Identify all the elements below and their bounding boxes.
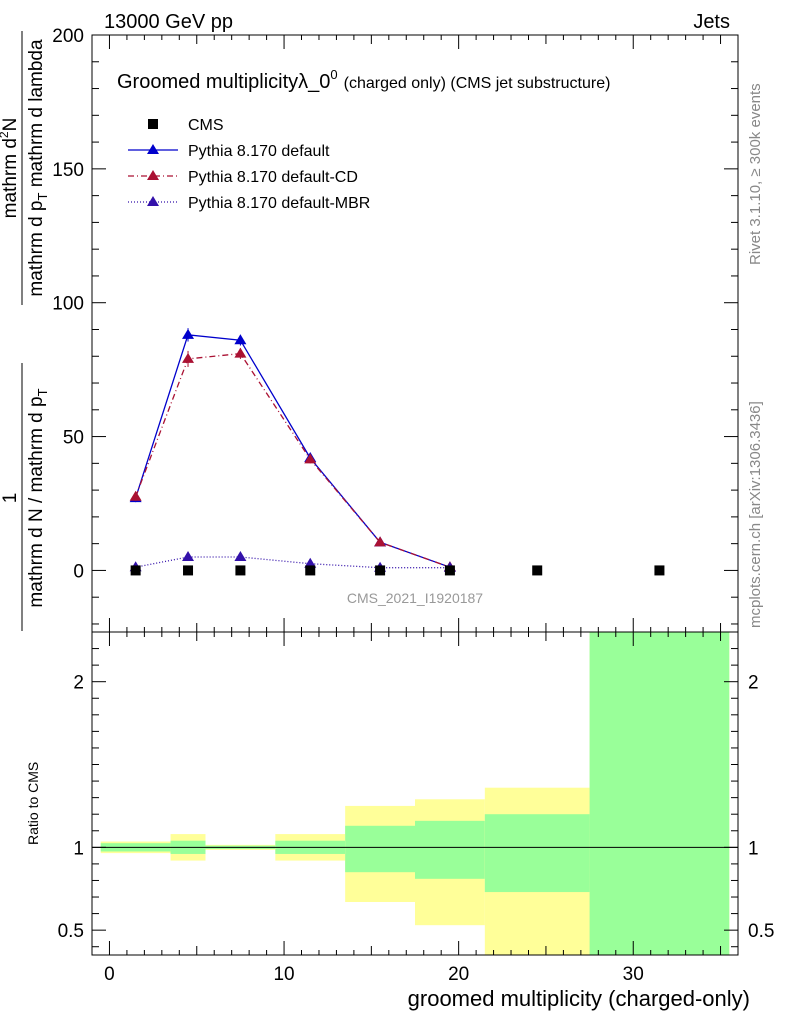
ylabel-denominator-main: mathrm d p [26,200,47,296]
ylabel-numerator-end: N [0,118,21,132]
y-tick-label: 100 [52,294,84,315]
ylabel-numerator-main: mathrm d [0,138,21,218]
data-point [235,565,246,576]
ratio-band-inner [484,814,590,893]
data-point [304,557,317,568]
y-tick-label-left: 1 [73,838,84,859]
ylabel-prefix-num: 1 [0,493,21,504]
data-point [374,536,387,547]
ratio-band-inner [415,820,485,879]
x-tick-label: 10 [273,964,294,985]
ylabel-denominator: mathrm d pT mathrm d lambda [26,39,50,297]
ylabel-prefix-den: mathrm d N / mathrm d pT [26,388,50,607]
data-point [532,565,543,576]
legend-marker-default [147,144,159,154]
main-x-ticks [108,35,722,632]
legend-marker-default-mbr [147,196,159,206]
legend: CMS Pythia 8.170 default Pythia 8.170 de… [128,117,370,212]
x-axis-title: groomed multiplicity (charged-only) [408,986,750,1011]
rivet-label: Rivet 3.1.10, ≥ 300k events [747,83,764,265]
series-default-mbr [129,551,456,572]
ratio-bands [100,632,730,955]
ratio-x-ticks: 0 10 20 30 [104,632,722,985]
x-tick-label: 20 [448,964,469,985]
main-y-ticks: 0 50 100 150 200 [52,26,738,625]
legend-marker-default-cd [147,170,159,180]
legend-label-cms: CMS [188,117,224,134]
y-tick-label-right: 2 [748,673,759,694]
legend-label-default-mbr: Pythia 8.170 default-MBR [188,195,370,212]
series-line [134,352,451,568]
legend-entry-default: Pythia 8.170 default [128,143,330,160]
series-cms [130,565,665,576]
ratio-y-axis-title: Ratio to CMS [25,762,41,845]
y-tick-label: 200 [52,26,84,47]
data-point [444,565,455,576]
data-point [183,565,194,576]
ratio-panel: 0.5 0.5 1 1 2 2 0 10 20 30 Ratio to CMS groomed … [25,631,774,1011]
ylabel-denominator-end: mathrm d lambda [26,39,47,193]
main-panel: 0 50 100 150 200 CMS_2021_I1920187 Groomed m… [0,26,739,633]
data-point [654,565,665,576]
series-line [135,556,450,569]
ylabel-prefix-den-main: mathrm d N / mathrm d p [26,396,47,607]
y-tick-label: 0 [73,561,84,582]
y-tick-label-right: 0.5 [748,921,774,942]
ratio-y-ticks: 0.5 0.5 1 1 2 2 [58,648,774,948]
data-point [130,565,141,576]
y-tick-label: 150 [52,160,84,181]
y-tick-label-left: 0.5 [58,921,84,942]
ratio-band-inner [345,825,415,873]
data-point [234,551,247,562]
data-point [304,453,317,464]
title-sub: (charged only) (CMS jet substructure) [344,75,611,92]
legend-entry-cms: CMS [148,117,224,134]
ylabel-denominator-sub: T [35,192,50,200]
series-default-cd [129,347,456,572]
data-point [305,565,316,576]
legend-entry-default-mbr: Pythia 8.170 default-MBR [128,195,370,212]
data-point [375,565,386,576]
ylabel-numerator-sup: 2 [0,131,11,138]
legend-label-default: Pythia 8.170 default [188,143,330,160]
ylabel-prefix-den-sub: T [35,388,50,396]
data-point [182,328,195,339]
x-tick-label: 30 [623,964,644,985]
ratio-band-inner [589,632,730,955]
main-y-axis-title: 1 mathrm d N / mathrm d pT mathrm d2N ma… [0,31,50,631]
main-title: Groomed multiplicityλ_00 (charged only) (… [117,67,610,93]
y-tick-label-right: 1 [748,838,759,859]
process-label: Jets [693,11,730,33]
x-tick-label: 0 [104,964,115,985]
watermark-label: CMS_2021_I1920187 [347,590,483,606]
data-point [182,551,195,562]
data-point [129,490,142,501]
legend-entry-default-cd: Pythia 8.170 default-CD [128,169,358,186]
ylabel-numerator: mathrm d2N [0,118,21,219]
y-tick-label: 50 [63,428,84,449]
ratio-frame [91,631,739,956]
data-point [182,352,195,363]
data-point [234,334,247,345]
energy-label: 13000 GeV pp [104,11,233,33]
legend-marker-cms [148,119,158,129]
legend-label-default-cd: Pythia 8.170 default-CD [188,169,358,186]
title-main: Groomed multiplicityλ_0 [117,71,330,93]
series-default [129,328,456,572]
data-point [234,347,247,358]
series-line [134,334,451,568]
y-tick-label-left: 2 [73,673,84,694]
title-sup: 0 [330,67,337,82]
site-label: mcplots.cern.ch [arXiv:1306.3436] [747,401,764,628]
